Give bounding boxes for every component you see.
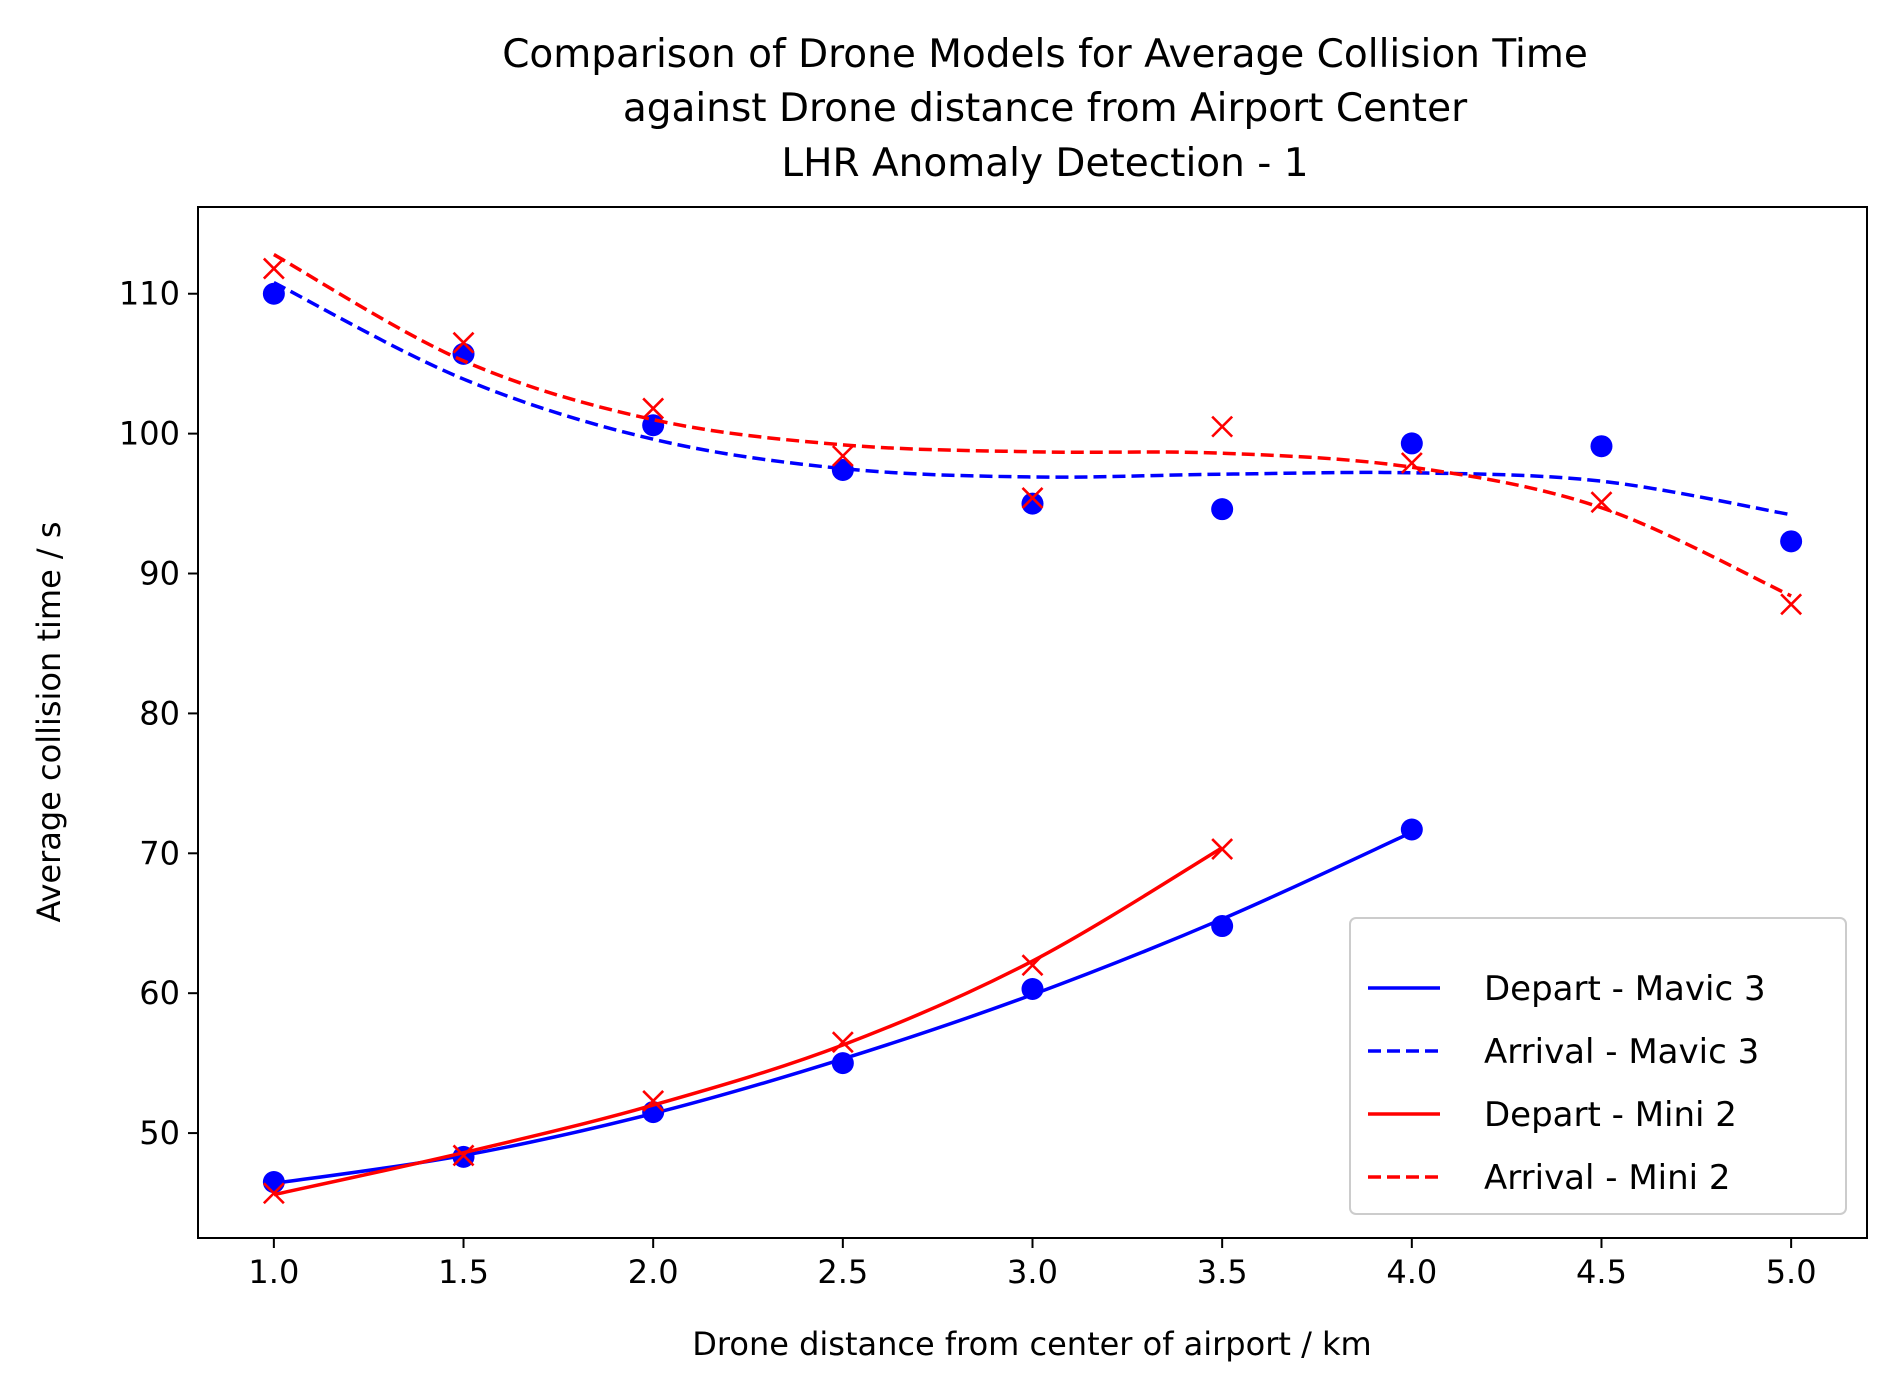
data-point: [642, 397, 665, 420]
x-tick-label: 4.5: [1576, 1253, 1627, 1291]
data-point: [262, 282, 285, 305]
y-tick-label: 50: [139, 1114, 180, 1152]
chart-title: Comparison of Drone Models for Average C…: [502, 32, 1588, 186]
x-axis-label: Drone distance from center of airport / …: [692, 1325, 1371, 1363]
data-point: [1211, 415, 1234, 438]
series-layer: [262, 253, 1803, 1205]
series-3: [262, 253, 1803, 616]
x-tick-label: 2.0: [628, 1253, 679, 1291]
series-line: [273, 280, 1792, 517]
series-line: [273, 253, 1792, 598]
y-tick-label: 90: [139, 555, 180, 593]
y-axis-label: Average collision time / s: [30, 521, 68, 922]
data-point: [642, 1089, 665, 1112]
data-point: [1780, 593, 1803, 616]
data-point: [1400, 452, 1423, 474]
legend-label: Depart - Mavic 3: [1484, 969, 1766, 1009]
data-point: [1590, 491, 1613, 514]
legend-label: Depart - Mini 2: [1484, 1095, 1737, 1135]
data-point: [1400, 432, 1423, 455]
data-point: [262, 257, 285, 280]
x-axis-ticks: 1.0 1.5 2.0 2.5 3.0 3.5 4.0 4.5 5.0: [248, 1238, 1817, 1291]
data-point: [1211, 915, 1234, 938]
legend-label: Arrival - Mini 2: [1484, 1158, 1731, 1198]
x-tick-label: 3.0: [1007, 1253, 1058, 1291]
series-2: [262, 838, 1234, 1205]
legend: Depart - Mavic 3 Arrival - Mavic 3 Depart …: [1349, 917, 1847, 1215]
data-point: [1211, 838, 1234, 861]
data-point: [831, 458, 854, 481]
data-point: [831, 1052, 854, 1075]
x-tick-label: 1.5: [438, 1253, 489, 1291]
legend-box: [1349, 917, 1847, 1215]
chart-title-line-2: against Drone distance from Airport Cent…: [623, 86, 1468, 131]
y-tick-label: 70: [139, 834, 180, 872]
x-tick-label: 1.0: [248, 1253, 299, 1291]
y-tick-label: 80: [139, 694, 180, 732]
plot-frame: [197, 206, 1868, 1239]
data-point: [1021, 954, 1044, 977]
legend-label: Arrival - Mavic 3: [1484, 1032, 1759, 1072]
data-point: [831, 1031, 854, 1054]
x-tick-label: 5.0: [1766, 1253, 1817, 1291]
data-point: [1590, 435, 1613, 458]
data-point: [262, 1182, 285, 1205]
data-point: [1021, 487, 1044, 509]
data-point: [262, 1171, 285, 1194]
y-tick-label: 100: [119, 415, 180, 453]
chart-title-line-3: LHR Anomaly Detection - 1: [781, 141, 1308, 186]
data-point: [831, 445, 854, 467]
data-point: [1021, 492, 1044, 515]
data-point: [1400, 818, 1423, 841]
x-tick-label: 2.5: [817, 1253, 868, 1291]
x-tick-label: 4.0: [1386, 1253, 1437, 1291]
data-point: [1211, 498, 1234, 521]
series-line: [273, 846, 1224, 1197]
data-point: [452, 1144, 475, 1167]
chart-title-line-1: Comparison of Drone Models for Average C…: [502, 32, 1588, 77]
y-tick-label: 110: [119, 275, 180, 313]
y-axis-ticks: 50 60 70 80 90 100 110: [119, 275, 198, 1152]
data-point: [1021, 977, 1044, 1000]
x-tick-label: 3.5: [1197, 1253, 1248, 1291]
y-tick-label: 60: [139, 974, 180, 1012]
data-point: [1780, 530, 1803, 553]
data-point: [452, 331, 475, 354]
